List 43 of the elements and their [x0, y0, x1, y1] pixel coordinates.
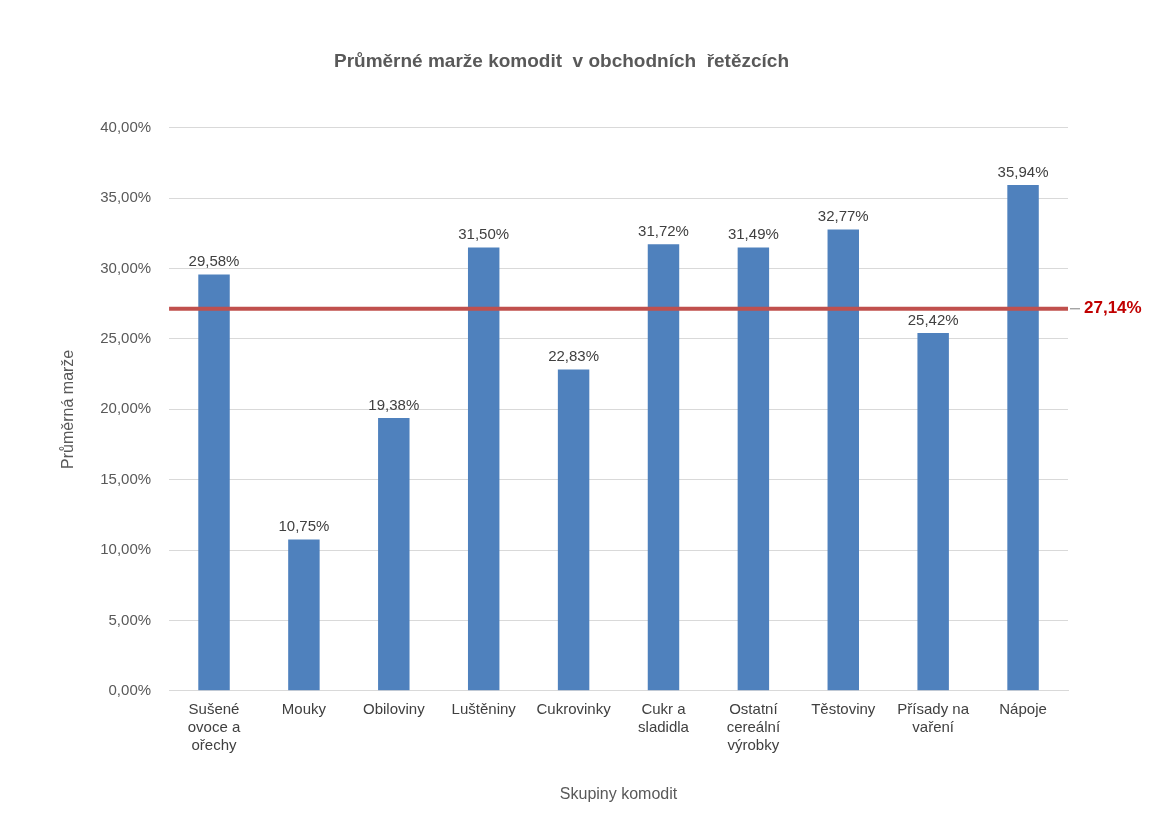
y-axis-title: Průměrná marže	[59, 349, 77, 469]
x-tick-label: Cukrovinky	[536, 699, 612, 717]
bar	[737, 247, 770, 691]
x-tick-label: Ostatní cereální výrobky	[726, 699, 781, 753]
y-tick-label: 40,00%	[100, 117, 152, 135]
x-tick-label: Mouky	[281, 699, 327, 717]
chart-title: Průměrné marže komodit v obchodních řetězcích	[333, 49, 790, 71]
bar	[467, 247, 500, 691]
y-tick-label: 30,00%	[100, 258, 152, 276]
x-tick-label: Přísady na vaření	[897, 699, 970, 735]
x-tick-label: Těstoviny	[811, 699, 876, 717]
bar	[288, 539, 320, 691]
x-tick-label: Luštěniny	[451, 699, 517, 717]
bar	[917, 333, 949, 691]
y-tick-label: 35,00%	[100, 188, 152, 206]
data-label: 29,58%	[188, 252, 240, 270]
bar	[827, 229, 859, 691]
bar	[647, 244, 680, 691]
y-tick-label: 20,00%	[100, 399, 152, 417]
y-tick-label: 5,00%	[108, 610, 152, 628]
y-tick-label: 10,00%	[100, 540, 152, 558]
x-tick-label: Nápoje	[999, 699, 1047, 717]
data-label: 25,42%	[907, 310, 959, 328]
x-tick-label: Sušené ovoce a ořechy	[187, 699, 241, 753]
ref-line-label: 27,14%	[1084, 298, 1142, 318]
data-label: 31,72%	[638, 221, 689, 239]
bar	[378, 418, 410, 691]
bar	[1007, 184, 1039, 691]
data-label: 19,38%	[368, 395, 420, 413]
bar	[198, 274, 230, 691]
y-tick-label: 15,00%	[100, 469, 152, 487]
y-tick-label: 25,00%	[100, 329, 152, 347]
data-label: 22,83%	[548, 347, 600, 365]
x-tick-label: Cukr a sladidla	[638, 699, 690, 735]
data-label: 10,75%	[278, 517, 330, 535]
bar	[557, 369, 590, 691]
x-axis-title: Skupiny komodit	[559, 784, 678, 802]
data-label: 32,77%	[817, 207, 869, 225]
x-tick-label: Obiloviny	[362, 699, 426, 717]
data-label: 35,94%	[997, 162, 1049, 180]
y-tick-label: 0,00%	[108, 680, 152, 698]
data-label: 31,49%	[727, 225, 779, 243]
data-label: 31,50%	[458, 225, 510, 243]
